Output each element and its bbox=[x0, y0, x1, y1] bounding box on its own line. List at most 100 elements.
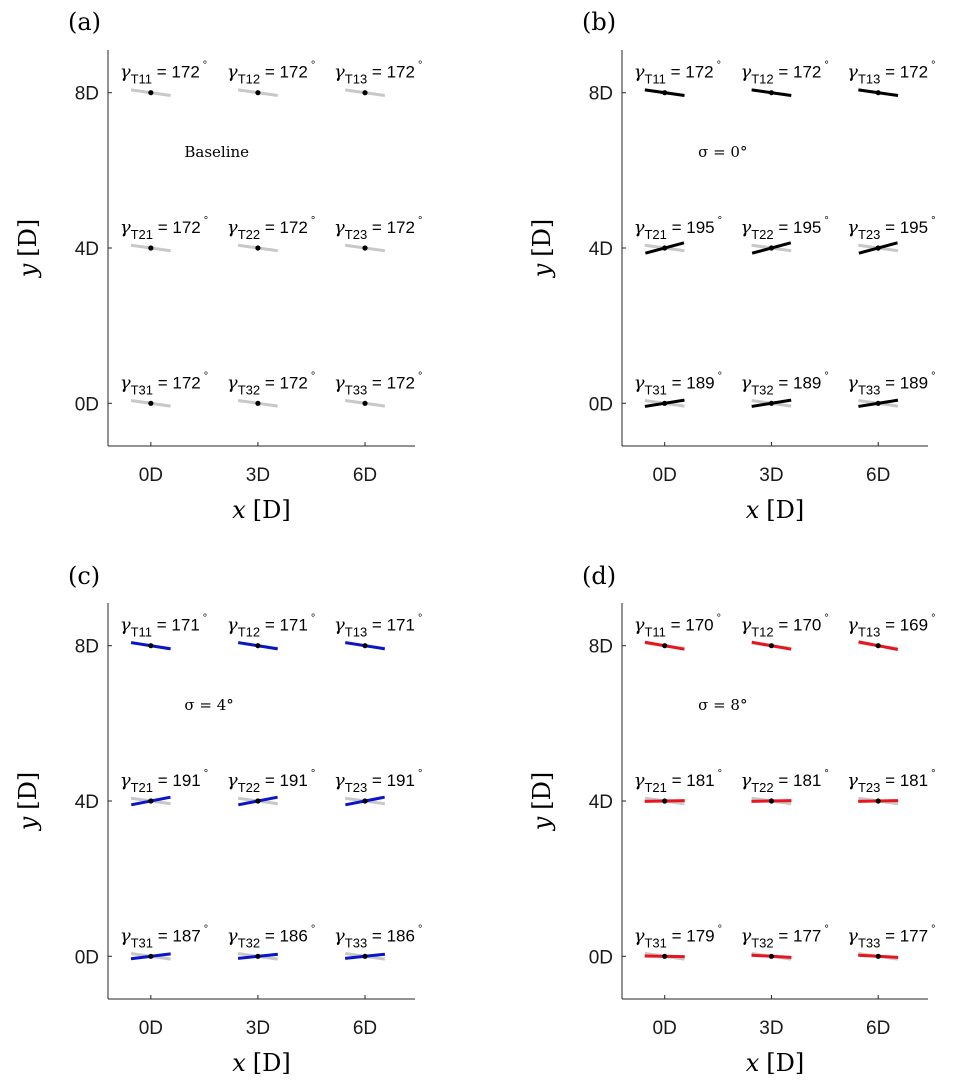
y-tick-label: 4D bbox=[75, 792, 99, 813]
gamma-value: 177 bbox=[793, 926, 821, 945]
gamma-symbol: γ bbox=[740, 62, 751, 83]
turbine-hub-marker bbox=[662, 643, 668, 649]
degree-symbol: ° bbox=[311, 768, 315, 780]
equals-sign: = bbox=[667, 373, 686, 392]
degree-symbol: ° bbox=[418, 768, 422, 780]
gamma-value: 171 bbox=[387, 616, 415, 635]
turbine-T22: γT22 = 191 ° bbox=[227, 768, 315, 807]
turbine-angle-label: γT13 = 171 ° bbox=[334, 613, 422, 640]
turbine-subscript: T21 bbox=[644, 780, 666, 795]
turbine-hub-marker bbox=[362, 245, 368, 251]
degree-symbol: ° bbox=[418, 613, 422, 625]
gamma-symbol: γ bbox=[740, 925, 751, 946]
turbine-T21: γT21 = 181 ° bbox=[634, 768, 722, 806]
degree-symbol: ° bbox=[204, 923, 208, 935]
gamma-symbol: γ bbox=[847, 615, 858, 636]
gamma-value: 177 bbox=[900, 926, 928, 945]
turbine-angle-label: γT23 = 172 ° bbox=[334, 215, 422, 242]
degree-symbol: ° bbox=[718, 370, 722, 382]
turbine-angle-label: γT31 = 187 ° bbox=[120, 923, 208, 950]
turbine-T23: γT23 = 181 ° bbox=[847, 768, 936, 806]
turbine-angle-label: γT21 = 181 ° bbox=[634, 768, 722, 795]
x-tick-label: 6D bbox=[866, 1018, 890, 1039]
panel-label: (c) bbox=[68, 562, 100, 590]
degree-symbol: ° bbox=[418, 215, 422, 227]
gamma-value: 172 bbox=[387, 218, 415, 237]
panel-annotation: Baseline bbox=[184, 143, 249, 161]
y-axis-unit: [D] bbox=[528, 219, 556, 257]
x-tick-label: 3D bbox=[246, 465, 270, 486]
turbine-T21: γT21 = 191 ° bbox=[120, 768, 208, 807]
degree-symbol: ° bbox=[418, 370, 422, 382]
equals-sign: = bbox=[774, 616, 793, 635]
turbine-angle-label: γT11 = 171 ° bbox=[120, 613, 207, 640]
gamma-symbol: γ bbox=[847, 925, 858, 946]
turbine-T11: γT11 = 171 ° bbox=[120, 613, 207, 651]
turbine-hub-marker bbox=[662, 798, 668, 804]
turbine-angle-label: γT31 = 189 ° bbox=[634, 370, 722, 397]
gamma-value: 172 bbox=[279, 373, 307, 392]
turbine-hub-marker bbox=[362, 90, 368, 96]
gamma-symbol: γ bbox=[120, 925, 131, 946]
turbine-subscript: T22 bbox=[238, 227, 260, 242]
y-tick-label: 8D bbox=[589, 84, 613, 105]
equals-sign: = bbox=[367, 771, 386, 790]
gamma-symbol: γ bbox=[227, 925, 238, 946]
turbine-hub-marker bbox=[768, 643, 775, 649]
turbine-angle-label: γT13 = 172 ° bbox=[334, 60, 422, 87]
x-axis-unit: [D] bbox=[766, 1049, 804, 1077]
y-axis-label: y [D] bbox=[528, 219, 556, 279]
y-tick-label: 4D bbox=[589, 239, 613, 260]
turbine-angle-label: γT21 = 191 ° bbox=[120, 768, 208, 795]
x-axis-variable: x bbox=[746, 1049, 760, 1077]
turbine-T13: γT13 = 169 ° bbox=[847, 613, 936, 651]
x-tick-label: 3D bbox=[246, 1018, 270, 1039]
equals-sign: = bbox=[153, 373, 172, 392]
turbine-hub-marker bbox=[662, 90, 668, 96]
x-axis-variable: x bbox=[232, 496, 246, 524]
gamma-symbol: γ bbox=[120, 615, 131, 636]
turbine-hub-marker bbox=[362, 953, 368, 959]
turbine-T23: γT23 = 195 ° bbox=[847, 215, 936, 255]
gamma-symbol: γ bbox=[227, 217, 238, 238]
turbine-hub-marker bbox=[255, 953, 261, 959]
turbine-T33: γT33 = 189 ° bbox=[847, 370, 936, 408]
equals-sign: = bbox=[367, 926, 386, 945]
gamma-symbol: γ bbox=[120, 372, 131, 393]
degree-symbol: ° bbox=[311, 60, 315, 72]
gamma-symbol: γ bbox=[334, 217, 345, 238]
degree-symbol: ° bbox=[311, 215, 315, 227]
y-axis-unit: [D] bbox=[14, 219, 42, 257]
turbine-hub-marker bbox=[362, 643, 368, 649]
gamma-value: 187 bbox=[172, 926, 200, 945]
gamma-value: 172 bbox=[172, 373, 200, 392]
gamma-value: 170 bbox=[685, 616, 713, 635]
y-axis-unit: [D] bbox=[14, 772, 42, 810]
turbine-T31: γT31 = 189 ° bbox=[634, 370, 722, 408]
y-tick-label: 8D bbox=[75, 637, 99, 658]
turbine-angle-label: γT23 = 195 ° bbox=[847, 215, 935, 242]
degree-symbol: ° bbox=[718, 215, 722, 227]
turbine-subscript: T21 bbox=[131, 227, 153, 242]
turbine-angle-label: γT32 = 189 ° bbox=[740, 370, 828, 397]
gamma-symbol: γ bbox=[847, 62, 858, 83]
turbine-subscript: T33 bbox=[345, 382, 367, 397]
equals-sign: = bbox=[774, 771, 793, 790]
turbine-angle-label: γT31 = 172 ° bbox=[120, 370, 208, 397]
degree-symbol: ° bbox=[931, 923, 935, 935]
gamma-value: 172 bbox=[900, 63, 928, 82]
equals-sign: = bbox=[367, 218, 386, 237]
gamma-value: 171 bbox=[171, 616, 199, 635]
turbine-T12: γT12 = 171 ° bbox=[227, 613, 315, 651]
turbine-hub-marker bbox=[362, 400, 368, 406]
gamma-value: 172 bbox=[279, 63, 307, 82]
turbine-subscript: T12 bbox=[751, 625, 773, 640]
panel-annotation: σ = 8° bbox=[698, 696, 747, 714]
turbine-angle-label: γT33 = 172 ° bbox=[334, 370, 422, 397]
turbine-T21: γT21 = 172 ° bbox=[120, 215, 208, 253]
degree-symbol: ° bbox=[931, 215, 935, 227]
gamma-symbol: γ bbox=[847, 770, 858, 791]
panel-label: (d) bbox=[582, 562, 616, 590]
